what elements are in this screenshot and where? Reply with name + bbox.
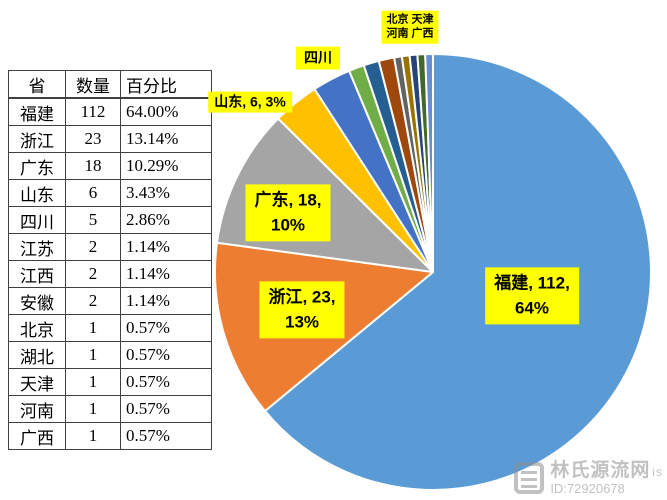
table-cell: 浙江: [8, 125, 66, 153]
pie-slice-13: [424, 52, 434, 273]
table-header-cell: 数量: [65, 70, 121, 99]
table-row: 四川 5 2.86%: [8, 206, 212, 234]
table-cell: 10.29%: [120, 152, 212, 180]
table-row: 天津 1 0.57%: [8, 368, 212, 396]
watermark-logo-icon: [514, 462, 545, 495]
watermark-site-name: 林氏源流网: [550, 459, 651, 481]
table-cell: 1.14%: [120, 260, 212, 288]
pie-label-sichuan: 四川: [296, 46, 340, 70]
table-body: 福建 112 64.00% 浙江 23 13.14% 广东 18 10.29% 山东 6 3.43% 四…: [8, 97, 212, 450]
table-row: 广东 18 10.29%: [8, 152, 212, 180]
table-cell: 江苏: [8, 233, 66, 261]
table-header-cell: 百分比: [120, 70, 212, 99]
table-cell: 0.57%: [120, 314, 212, 342]
table-row: 安徽 2 1.14%: [8, 287, 212, 315]
table-row: 江苏 2 1.14%: [8, 233, 212, 261]
pie-label-shandong: 山东, 6, 3%: [208, 91, 292, 113]
pie-slice-1: [264, 53, 652, 491]
table-cell: 1: [65, 368, 121, 396]
pie-label-zhejiang: 浙江, 23, 13%: [259, 281, 345, 339]
pie-label-small-slices: 北京 天津 河南 广西: [381, 10, 439, 44]
table-cell: 1: [65, 341, 121, 369]
table-header-cell: 省: [8, 70, 66, 99]
table-header-row: 省数量 百分比: [8, 70, 212, 99]
table-row: 福建 112 64.00%: [8, 97, 212, 126]
province-data-table: 省数量 百分比 福建 112 64.00% 浙江 23 13.14% 广东 18 10.29% 山东…: [8, 70, 212, 450]
table-cell: 1.14%: [120, 233, 212, 261]
table-header: 省数量 百分比: [8, 70, 212, 99]
table-cell: 0.57%: [120, 422, 212, 450]
watermark-suffix: is: [652, 464, 663, 479]
table-cell: 四川: [8, 206, 66, 234]
table-cell: 广西: [8, 422, 66, 450]
table-cell: 6: [65, 179, 121, 207]
table-cell: 广东: [8, 152, 66, 180]
table-cell: 2: [65, 260, 121, 288]
table-row: 江西 2 1.14%: [8, 260, 212, 288]
table-cell: 13.14%: [120, 125, 212, 153]
table-cell: 1: [65, 422, 121, 450]
table-cell: 0.57%: [120, 341, 212, 369]
table-cell: 0.57%: [120, 368, 212, 396]
table-row: 浙江 23 13.14%: [8, 125, 212, 153]
table-cell: 安徽: [8, 287, 66, 315]
table-cell: 23: [65, 125, 121, 153]
table-cell: 河南: [8, 395, 66, 423]
pie-label-guangdong: 广东, 18, 10%: [245, 184, 331, 242]
table-cell: 18: [65, 152, 121, 180]
table-row: 广西 1 0.57%: [8, 422, 212, 450]
table-cell: 1.14%: [120, 287, 212, 315]
table-cell: 北京: [8, 314, 66, 342]
table-row: 北京 1 0.57%: [8, 314, 212, 342]
watermark-user-id: ID:72920678: [550, 480, 625, 496]
table-cell: 2: [65, 287, 121, 315]
pie-label-fujian: 福建, 112, 64%: [485, 267, 579, 325]
table-cell: 1: [65, 395, 121, 423]
watermark: 林氏源流网 is ID:72920678: [514, 459, 663, 496]
table-row: 湖北 1 0.57%: [8, 341, 212, 369]
watermark-text-block: 林氏源流网 is ID:72920678: [550, 459, 663, 496]
table-cell: 福建: [8, 97, 66, 126]
